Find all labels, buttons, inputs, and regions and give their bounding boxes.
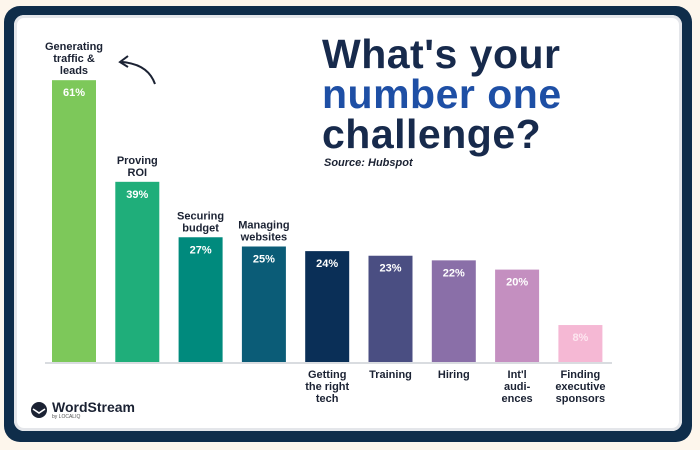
category-label: tech [316, 393, 339, 405]
data-label: 27% [190, 244, 212, 256]
wordstream-logo: WordStream by LOCALIQ [30, 400, 135, 420]
category-label: Training [369, 369, 412, 381]
category-label: executive [555, 381, 605, 393]
category-label: Managing [238, 220, 289, 232]
annotation-arrow [121, 61, 156, 85]
category-label: ROI [128, 167, 148, 179]
brand-sub: by LOCALIQ [52, 414, 81, 420]
arrow-head-icon [118, 55, 129, 68]
data-label: 24% [316, 258, 338, 270]
bar [52, 80, 96, 363]
title-line-3: challenge? [322, 111, 542, 157]
category-label: Hiring [438, 369, 470, 381]
category-label: leads [60, 65, 88, 77]
category-label: Getting [308, 369, 347, 381]
data-label: 20% [506, 277, 528, 289]
logo-name: WordStream by LOCALIQ [52, 400, 135, 420]
category-label: budget [182, 222, 219, 234]
title-line-1: What's your [322, 31, 561, 77]
category-label: sponsors [556, 393, 606, 405]
category-label: websites [240, 232, 287, 244]
bar [495, 269, 540, 362]
data-label: 25% [253, 254, 275, 266]
source-note: Source: Hubspot [324, 157, 413, 169]
category-label: ences [501, 393, 532, 405]
category-label: Finding [561, 369, 601, 381]
data-label: 39% [126, 189, 148, 201]
data-label: 22% [443, 267, 465, 279]
category-label: Proving [117, 155, 158, 167]
category-label: Securing [177, 210, 224, 222]
bar [241, 246, 286, 362]
data-label: 8% [572, 332, 588, 344]
bar [305, 251, 350, 362]
title-line-2: number one [322, 71, 562, 117]
bar [115, 181, 160, 362]
category-label: audi- [504, 381, 531, 393]
data-label: 23% [379, 263, 401, 275]
bar [178, 237, 223, 362]
bar [558, 325, 603, 362]
data-label: 61% [63, 87, 85, 99]
logo-icon [31, 402, 47, 418]
category-label: the right [305, 381, 349, 393]
bar [431, 260, 476, 362]
category-label: traffic & [53, 53, 95, 65]
chart-title: What's your number one challenge? [322, 31, 562, 157]
brand-name: WordStream [52, 399, 135, 415]
category-label: Generating [45, 41, 103, 53]
bar [368, 255, 413, 362]
category-label: Int'l [508, 369, 527, 381]
